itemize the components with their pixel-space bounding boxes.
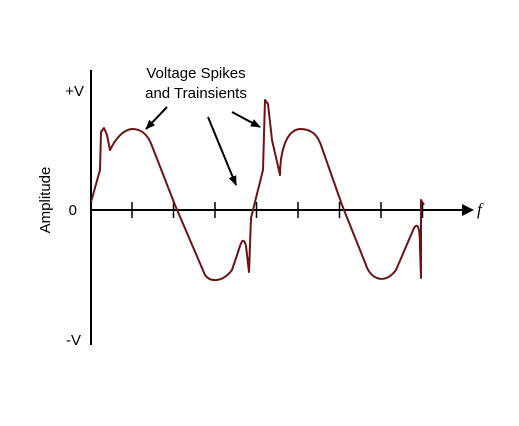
x-axis-arrowhead — [462, 204, 474, 216]
annotation-arrow-middle — [207, 116, 237, 186]
waveform-trace — [90, 99, 425, 281]
y-zero-label: 0 — [69, 202, 77, 219]
annotation-arrow-left — [145, 106, 168, 130]
annotation-arrow-right — [231, 111, 261, 128]
y-top-label: +V — [65, 83, 84, 100]
annotation-line-1: Voltage Spikes — [146, 65, 245, 82]
y-axis-title: Amplitude — [37, 167, 54, 234]
y-bottom-label: -V — [66, 332, 81, 349]
annotation-line-2: and Trainsients — [145, 85, 247, 102]
x-axis-label: f — [477, 200, 484, 219]
x-axis-ticks — [131, 202, 424, 218]
